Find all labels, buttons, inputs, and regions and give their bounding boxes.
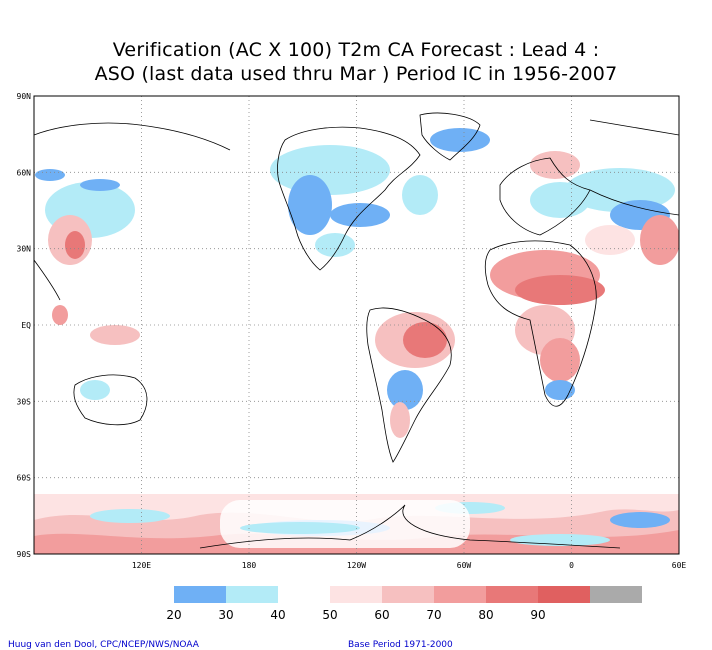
- title-line-1: Verification (AC X 100) T2m CA Forecast …: [112, 39, 600, 61]
- legend-swatch: [434, 586, 486, 603]
- correlation-shading: [34, 128, 679, 554]
- lon-label: 60E: [672, 561, 687, 570]
- lon-label: 60W: [457, 561, 472, 570]
- legend-label: 40: [270, 608, 285, 622]
- lat-label: 30N: [17, 245, 32, 254]
- legend-swatch: [330, 586, 382, 603]
- legend-swatch: [174, 586, 226, 603]
- lat-label: 90N: [17, 92, 32, 101]
- lat-lon-grid: [34, 96, 680, 554]
- lon-label: 0: [569, 561, 574, 570]
- legend-label: 30: [218, 608, 233, 622]
- legend-label: 80: [478, 608, 493, 622]
- latitude-labels: 90N 60N 30N EQ 30S 60S 90S: [17, 92, 32, 559]
- lat-label: 30S: [17, 397, 32, 406]
- lon-label: 120E: [132, 561, 151, 570]
- lat-label: 90S: [17, 550, 32, 559]
- author-credit: Huug van den Dool, CPC/NCEP/NWS/NOAA: [8, 640, 199, 650]
- map-frame: [33, 95, 680, 555]
- lon-label: 180: [242, 561, 257, 570]
- legend-label: 60: [374, 608, 389, 622]
- longitude-labels: 120E 180 120W 60W 0 60E: [132, 561, 687, 570]
- title-line-2: ASO (last data used thru Mar ) Period IC…: [94, 63, 618, 85]
- legend-label: 70: [426, 608, 441, 622]
- legend-swatch: [226, 586, 278, 603]
- map-title: Verification (AC X 100) T2m CA Forecast …: [0, 38, 712, 86]
- lat-label: EQ: [21, 321, 31, 330]
- coastlines: [33, 112, 680, 549]
- legend-label: 90: [530, 608, 545, 622]
- legend-swatch: [538, 586, 590, 603]
- legend-label: 20: [166, 608, 181, 622]
- lat-label: 60S: [17, 474, 32, 483]
- lat-label: 60N: [17, 168, 32, 177]
- legend-swatch: [278, 586, 330, 603]
- base-period-note: Base Period 1971-2000: [348, 640, 453, 650]
- legend-swatch: [382, 586, 434, 603]
- legend-swatch: [486, 586, 538, 603]
- legend-label: 50: [322, 608, 337, 622]
- legend-swatch: [590, 586, 642, 603]
- lon-label: 120W: [347, 561, 366, 570]
- color-legend: 20 30 40 50 60 70 80 90: [166, 586, 642, 622]
